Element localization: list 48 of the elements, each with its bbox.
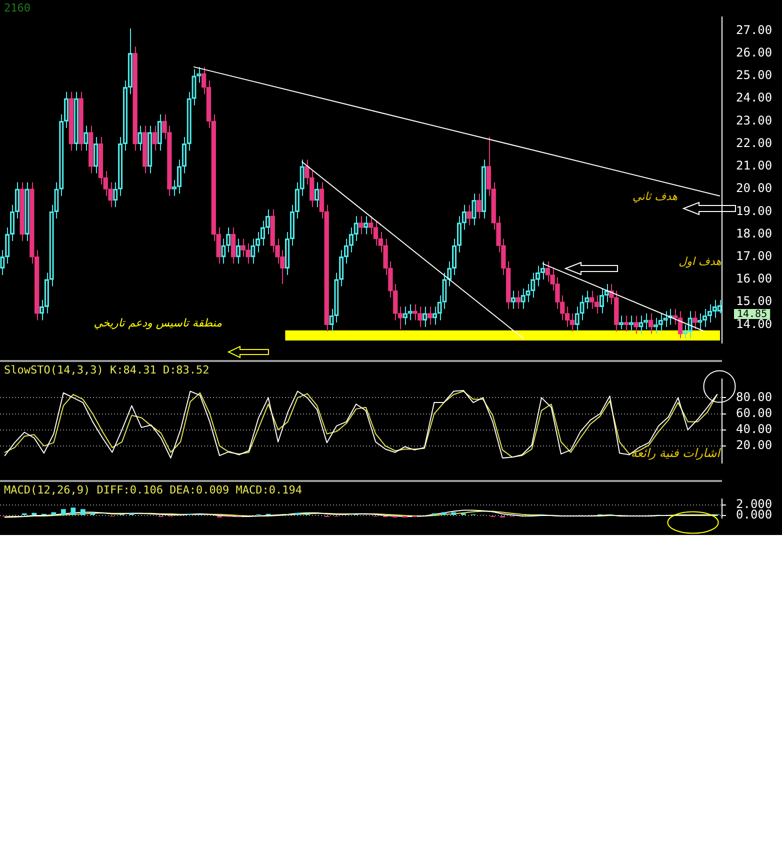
bar — [80, 509, 86, 515]
y-tick-label: 60.00 — [736, 406, 772, 420]
candlestick — [624, 315, 629, 332]
y-tick-label: 15.00 — [736, 294, 772, 308]
y-tick-label: 40.00 — [736, 422, 772, 436]
y-tick-label: 16.00 — [736, 272, 772, 286]
annotation: اشارات فنية رائعة — [630, 446, 722, 460]
y-tick-label: 20.00 — [736, 181, 772, 196]
annotation: هدف اول — [678, 254, 722, 268]
candlestick — [142, 125, 148, 174]
y-tick-label: 24.00 — [736, 90, 772, 105]
bar — [51, 512, 56, 515]
candlestick — [78, 91, 84, 152]
candlestick — [476, 193, 482, 219]
candlestick — [648, 312, 654, 334]
bar — [60, 509, 66, 515]
y-tick-label: 27.00 — [736, 22, 772, 37]
candlestick — [634, 315, 638, 334]
y-tick-label: 20.00 — [736, 438, 772, 452]
candlestick — [20, 182, 24, 242]
y-tick-label: 25.00 — [736, 68, 772, 82]
candlestick — [692, 310, 698, 330]
bar — [70, 508, 76, 515]
candlestick — [230, 226, 236, 264]
y-tick-label: 0.000 — [736, 508, 772, 522]
y-tick-label: 22.00 — [736, 136, 772, 150]
y-tick-label: 19.00 — [736, 204, 772, 218]
candlestick — [88, 125, 94, 174]
y-tick-label: 18.00 — [736, 226, 772, 240]
candlestick — [427, 306, 432, 326]
bar — [441, 512, 446, 515]
band-label: منطقة تاسيس ودعم تاريخي — [94, 316, 222, 330]
text: 2160 — [4, 1, 30, 14]
candlestick — [358, 216, 364, 235]
candlestick — [152, 125, 158, 152]
chart-title: SlowSTO(14,3,3) K:84.31 D:83.52 — [4, 363, 210, 376]
candlestick — [516, 290, 520, 310]
y-tick-label: 21.00 — [736, 158, 772, 173]
y-tick-label: 26.00 — [736, 46, 772, 60]
candlestick — [68, 91, 74, 152]
annotation: هدف ثاني — [632, 190, 678, 203]
candlestick — [132, 46, 138, 152]
text: 14.85 — [737, 308, 768, 320]
chart-title: MACD(12,26,9) DIFF:0.106 DEA:0.009 MACD:0.194 — [4, 483, 302, 496]
y-tick-label: 23.00 — [736, 113, 772, 128]
candlestick — [466, 204, 472, 226]
y-tick-label: 80.00 — [736, 390, 772, 404]
y-tick-label: 17.00 — [736, 249, 772, 264]
